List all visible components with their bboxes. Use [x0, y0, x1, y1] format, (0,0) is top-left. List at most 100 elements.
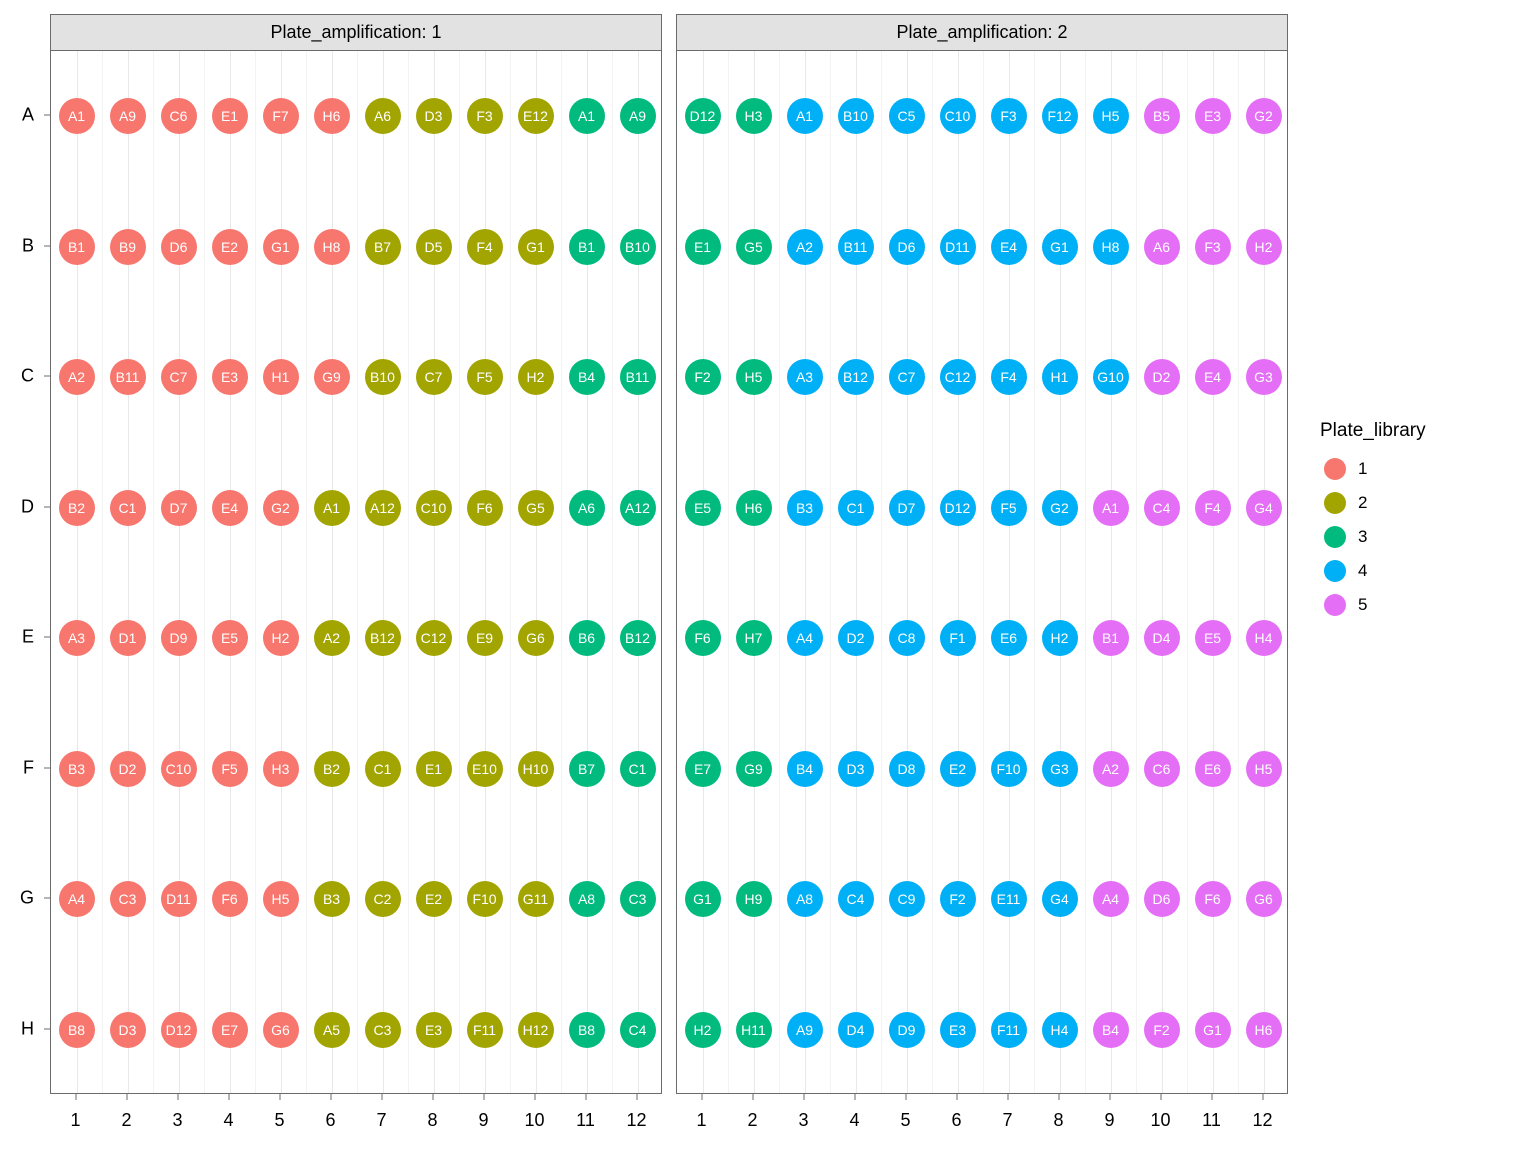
well-label: G5: [526, 500, 545, 516]
well-label: C12: [421, 630, 447, 646]
well-label: A9: [119, 108, 136, 124]
well-label: B2: [68, 500, 85, 516]
well-label: D2: [847, 630, 865, 646]
well-label: F3: [1204, 239, 1220, 255]
well: B8: [59, 1012, 95, 1048]
well-label: F6: [476, 500, 492, 516]
well-label: F5: [476, 369, 492, 385]
well: B12: [838, 359, 874, 395]
well-label: F2: [949, 891, 965, 907]
well-label: H6: [1255, 1022, 1273, 1038]
well: H2: [685, 1012, 721, 1048]
well: G3: [1042, 751, 1078, 787]
well-label: C5: [898, 108, 916, 124]
well-label: E3: [949, 1022, 966, 1038]
well: D3: [416, 98, 452, 134]
legend-label: 5: [1358, 595, 1367, 615]
well-label: G9: [322, 369, 341, 385]
well-label: E3: [425, 1022, 442, 1038]
well-label: D1: [119, 630, 137, 646]
x-tick: [279, 1094, 280, 1100]
well: G4: [1246, 490, 1282, 526]
gridline-major: [1060, 51, 1061, 1093]
well: F4: [991, 359, 1027, 395]
x-tick: [1211, 1094, 1212, 1100]
well-label: B12: [843, 369, 868, 385]
well: B2: [59, 490, 95, 526]
y-tick: [44, 506, 50, 507]
x-axis-label: 2: [121, 1110, 131, 1131]
x-axis-label: 4: [223, 1110, 233, 1131]
well-label: E5: [694, 500, 711, 516]
legend-dot-icon: [1324, 594, 1346, 616]
well-label: F6: [221, 891, 237, 907]
well-label: H11: [741, 1022, 766, 1038]
well-label: D3: [119, 1022, 137, 1038]
well-label: E11: [997, 891, 1021, 907]
well-label: C6: [170, 108, 188, 124]
well: D6: [161, 229, 197, 265]
well-label: G6: [526, 630, 545, 646]
well: F3: [1195, 229, 1231, 265]
gridline-minor: [779, 51, 780, 1093]
x-tick: [701, 1094, 702, 1100]
well-label: G4: [1254, 500, 1273, 516]
well: D4: [1144, 620, 1180, 656]
well-label: A4: [796, 630, 813, 646]
legend-key: [1320, 488, 1350, 518]
well: D12: [685, 98, 721, 134]
x-axis-label: 7: [376, 1110, 386, 1131]
well-label: E5: [221, 630, 238, 646]
well: B10: [365, 359, 401, 395]
well: D4: [838, 1012, 874, 1048]
well: G5: [736, 229, 772, 265]
well: D11: [940, 229, 976, 265]
well-label: H8: [323, 239, 341, 255]
gridline-major: [128, 51, 129, 1093]
well: F12: [1042, 98, 1078, 134]
well: G3: [1246, 359, 1282, 395]
well: B5: [1144, 98, 1180, 134]
well-label: F2: [694, 369, 710, 385]
well: H5: [1093, 98, 1129, 134]
well: B11: [620, 359, 656, 395]
legend-item: 4: [1320, 554, 1426, 588]
well-label: A2: [1102, 761, 1119, 777]
well: D3: [110, 1012, 146, 1048]
well: E2: [416, 881, 452, 917]
well-label: D2: [1153, 369, 1171, 385]
well: C5: [889, 98, 925, 134]
well-label: B10: [370, 369, 395, 385]
well: F4: [467, 229, 503, 265]
well: C10: [416, 490, 452, 526]
well-label: F7: [272, 108, 288, 124]
gridline-major: [1009, 51, 1010, 1093]
well: G1: [263, 229, 299, 265]
well: E6: [991, 620, 1027, 656]
well-label: A6: [578, 500, 595, 516]
well-label: F6: [1204, 891, 1220, 907]
well: H3: [736, 98, 772, 134]
x-tick: [1058, 1094, 1059, 1100]
well-label: F4: [476, 239, 492, 255]
y-axis-label: F: [23, 757, 34, 778]
well: A1: [1093, 490, 1129, 526]
x-axis-label: 5: [274, 1110, 284, 1131]
well: B4: [787, 751, 823, 787]
well: B12: [365, 620, 401, 656]
y-axis-label: H: [21, 1018, 34, 1039]
x-tick: [534, 1094, 535, 1100]
well-label: H10: [523, 761, 549, 777]
well: F5: [212, 751, 248, 787]
y-axis-label: C: [21, 366, 34, 387]
well-label: E2: [221, 239, 238, 255]
well: A3: [59, 620, 95, 656]
well: H1: [263, 359, 299, 395]
y-tick: [44, 1028, 50, 1029]
well: B11: [110, 359, 146, 395]
well-label: C7: [898, 369, 916, 385]
well-label: D4: [847, 1022, 865, 1038]
well: H5: [736, 359, 772, 395]
gridline-major: [332, 51, 333, 1093]
well-label: G4: [1050, 891, 1069, 907]
